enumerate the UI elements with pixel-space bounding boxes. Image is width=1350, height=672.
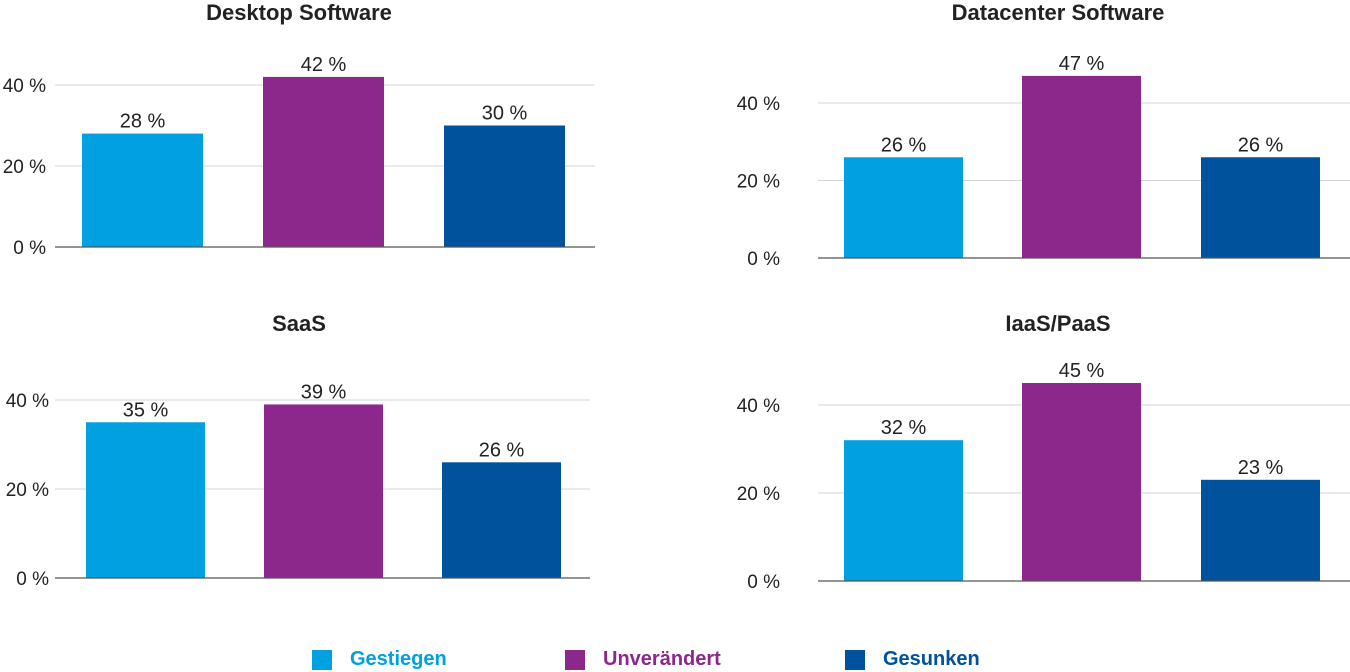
saas-data-label: 39 %: [301, 381, 347, 403]
desktop-software-data-label: 28 %: [120, 111, 166, 133]
saas-data-label: 35 %: [123, 399, 169, 421]
legend: Gestiegen Unverändert Gesunken: [0, 640, 1350, 672]
charts-canvas: Desktop Software 0 % 20 % 40 % 28 % 42 % 30 % D…: [3, 0, 1350, 593]
iaas-paas-bar-gestiegen: [844, 440, 963, 581]
desktop-software-data-label: 30 %: [482, 103, 528, 125]
legend-item-gestiegen: Gestiegen: [312, 648, 447, 671]
saas-data-label: 26 %: [479, 439, 525, 461]
legend-swatch-gestiegen: [312, 649, 332, 670]
saas-bar-gesunken: [442, 462, 561, 578]
desktop-software-ytick-label: 40 %: [3, 76, 46, 97]
saas-ytick-label: 0 %: [16, 569, 49, 590]
iaas-paas-data-label: 23 %: [1238, 457, 1284, 479]
desktop-software-bar-unver-ndert: [263, 76, 384, 248]
iaas-paas-bar-unver-ndert: [1022, 383, 1141, 581]
desktop-software-bar-gesunken: [444, 125, 565, 247]
legend-label-unveraendert: Unverändert: [603, 648, 721, 670]
saas-title: SaaS: [272, 311, 326, 336]
datacenter-software-title: Datacenter Software: [952, 0, 1165, 25]
desktop-software-title: Desktop Software: [206, 0, 392, 25]
legend-label-gestiegen: Gestiegen: [350, 648, 447, 670]
legend-swatch-gesunken: [845, 649, 865, 670]
saas-bar-gestiegen: [86, 422, 205, 578]
datacenter-software-ytick-label: 0 %: [747, 249, 780, 270]
datacenter-software-bar-unver-ndert: [1022, 75, 1141, 258]
iaas-paas-data-label: 45 %: [1059, 360, 1105, 382]
iaas-paas-ytick-label: 20 %: [737, 484, 780, 505]
iaas-paas-ytick-label: 0 %: [747, 572, 780, 593]
datacenter-software-ytick-label: 20 %: [737, 172, 780, 193]
legend-item-gesunken: Gesunken: [845, 648, 980, 671]
datacenter-software-ytick-label: 40 %: [737, 94, 780, 115]
saas-ytick-label: 20 %: [6, 480, 49, 501]
datacenter-software-data-label: 26 %: [1238, 134, 1284, 156]
iaas-paas-ytick-label: 40 %: [737, 396, 780, 417]
desktop-software-ytick-label: 0 %: [13, 238, 46, 259]
desktop-software-bar-gestiegen: [82, 133, 203, 247]
datacenter-software-data-label: 47 %: [1059, 53, 1105, 75]
datacenter-software-data-label: 26 %: [881, 134, 927, 156]
iaas-paas-title: IaaS/PaaS: [1005, 311, 1110, 336]
saas-ytick-label: 40 %: [6, 391, 49, 412]
desktop-software-data-label: 42 %: [301, 54, 347, 76]
legend-item-unveraendert: Unverändert: [565, 648, 721, 671]
desktop-software-ytick-label: 20 %: [3, 157, 46, 178]
datacenter-software-bar-gestiegen: [844, 157, 963, 258]
iaas-paas-bar-gesunken: [1201, 479, 1320, 581]
iaas-paas-data-label: 32 %: [881, 417, 927, 439]
legend-swatch-unveraendert: [565, 649, 585, 670]
datacenter-software-bar-gesunken: [1201, 157, 1320, 258]
legend-label-gesunken: Gesunken: [883, 648, 980, 670]
saas-bar-unver-ndert: [264, 404, 383, 578]
